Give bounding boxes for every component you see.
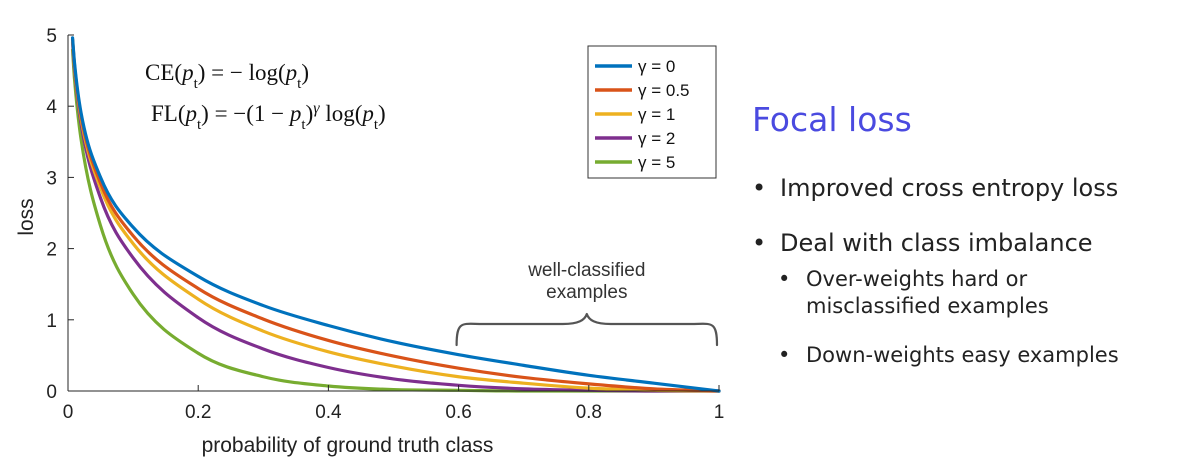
legend-box — [587, 45, 717, 179]
bullet-line: Over-weights hard or — [806, 267, 1028, 291]
y-tick-label: 5 — [46, 26, 57, 47]
bullet-item: • Improved cross entropy loss — [752, 173, 1118, 203]
bullet-marker: • — [778, 267, 791, 291]
formula-fl: FL(pt) = −(1 − pt)γ log(pt) — [151, 100, 386, 134]
bullet-text: Deal with class imbalance — [780, 228, 1093, 258]
bullet-marker: • — [778, 343, 791, 367]
bullet-text: Over-weights hard or misclassified exampl… — [806, 266, 1049, 320]
y-tick-label: 3 — [46, 168, 57, 189]
legend: γ = 0 γ = 0.5 γ = 1 γ = 2 γ = 5 — [587, 45, 717, 179]
annotation-line1: well-classified — [527, 260, 645, 281]
formula-ce: CE(pt) = − log(pt) — [145, 60, 309, 92]
curve-gamma-0 — [70, 36, 721, 393]
x-tick-label: 0.6 — [445, 402, 471, 423]
legend-label: γ = 1 — [638, 105, 675, 124]
bullet-line: Deal with class imbalance — [780, 229, 1093, 257]
formula-group: CE(pt) = − log(pt) FL(pt) = −(1 − pt)γ lo… — [145, 60, 386, 133]
bullet-item: • Down-weights easy examples — [778, 342, 1119, 369]
bullet-text: Down-weights easy examples — [806, 342, 1119, 369]
x-tick-label: 1 — [714, 402, 725, 423]
legend-label: γ = 0 — [638, 57, 675, 76]
x-tick-label: 0.2 — [185, 402, 211, 423]
x-tick-label: 0.8 — [576, 402, 602, 423]
y-tick-label: 4 — [46, 97, 57, 118]
y-axis-title: loss — [15, 198, 38, 235]
y-tick-label: 0 — [46, 382, 57, 403]
curve-gamma-3 — [70, 41, 721, 393]
bullet-marker: • — [752, 174, 767, 202]
focal-loss-chart: 0 0.2 0.4 0.6 0.8 1 0 1 2 3 4 5 probability of groun… — [15, 26, 724, 457]
x-axis-title: probability of ground truth class — [202, 434, 494, 457]
annotation-line2: examples — [546, 282, 627, 303]
bullet-marker: • — [752, 229, 767, 257]
chart-canvas: 0 0.2 0.4 0.6 0.8 1 0 1 2 3 4 5 probability of groun… — [15, 26, 724, 457]
x-tick-label: 0 — [63, 402, 74, 423]
bullet-text: Improved cross entropy loss — [780, 173, 1118, 203]
axes-group: 0 0.2 0.4 0.6 0.8 1 0 1 2 3 4 5 probability of groun… — [15, 26, 724, 457]
y-tick-label: 1 — [46, 311, 57, 332]
bullet-item: • Over-weights hard or misclassified examp… — [778, 266, 1049, 320]
y-tick-label: 2 — [46, 240, 57, 261]
bullet-line: Improved cross entropy loss — [780, 174, 1119, 202]
legend-label: γ = 0.5 — [638, 81, 690, 100]
bullet-line: Down-weights easy examples — [806, 343, 1119, 367]
legend-label: γ = 2 — [638, 129, 675, 148]
side-panel: Focal loss • Improved cross entropy loss •… — [752, 100, 1182, 400]
bullet-line: misclassified examples — [806, 294, 1049, 318]
well-classified-brace — [455, 312, 719, 347]
side-title: Focal loss — [752, 100, 912, 139]
x-tick-label: 0.4 — [315, 402, 342, 423]
legend-label: γ = 5 — [638, 153, 675, 172]
bullet-item: • Deal with class imbalance — [752, 228, 1093, 258]
